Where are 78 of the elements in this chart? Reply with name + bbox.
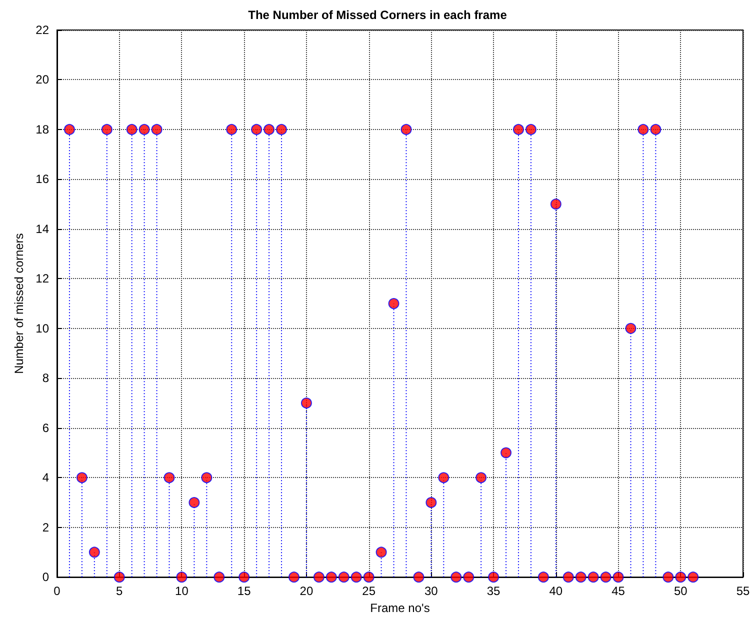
point <box>176 572 188 583</box>
point <box>338 572 350 583</box>
x-tick-label: 15 <box>237 584 252 598</box>
y-tick-label: 20 <box>36 72 50 87</box>
x-tick-label: 20 <box>300 584 314 598</box>
point <box>214 572 225 583</box>
point <box>101 124 112 135</box>
point <box>675 572 686 583</box>
x-tick-label: 0 <box>54 584 61 598</box>
y-tick-label: 2 <box>42 520 50 534</box>
point <box>226 124 238 135</box>
point <box>538 572 549 583</box>
point <box>363 572 374 583</box>
point <box>488 572 500 583</box>
point <box>588 572 599 583</box>
y-tick-label: 0 <box>42 570 50 584</box>
point <box>88 546 100 558</box>
x-tick-label: 35 <box>486 584 501 598</box>
point <box>476 472 487 484</box>
point <box>426 497 437 508</box>
x-tick-label: 50 <box>674 584 688 598</box>
x-tick-label: 40 <box>549 584 563 598</box>
x-tick-label: 45 <box>612 584 626 598</box>
y-tick-label: 14 <box>36 222 50 236</box>
point <box>688 572 699 583</box>
point <box>450 572 462 583</box>
point <box>400 124 412 135</box>
y-tick-label: 8 <box>42 371 50 386</box>
x-tick-label: 10 <box>175 584 189 598</box>
point <box>151 124 162 135</box>
point <box>76 472 88 484</box>
y-tick-label: 12 <box>36 272 50 286</box>
x-tick-label: 25 <box>362 584 376 598</box>
y-tick-label: 4 <box>42 470 50 485</box>
point <box>562 572 574 583</box>
y-tick-label: 18 <box>36 122 50 136</box>
point <box>114 572 125 583</box>
point <box>276 124 288 135</box>
x-tick-label: 5 <box>116 584 124 598</box>
point <box>612 572 624 583</box>
point <box>500 447 512 458</box>
y-tick-label: 16 <box>36 172 50 186</box>
point <box>438 472 450 484</box>
point <box>650 124 662 135</box>
x-tick-label: 55 <box>736 584 750 598</box>
point <box>201 472 212 484</box>
point <box>463 572 474 583</box>
point <box>264 124 275 135</box>
point <box>600 572 612 583</box>
point <box>251 124 262 135</box>
point <box>513 124 524 135</box>
y-axis-title: Number of missed corners <box>12 233 26 374</box>
point <box>625 322 636 334</box>
point <box>300 398 312 409</box>
point <box>188 497 200 508</box>
point <box>638 124 649 135</box>
point <box>413 572 424 583</box>
point <box>350 572 362 583</box>
point <box>238 572 250 583</box>
point <box>376 546 387 558</box>
point <box>64 124 75 135</box>
point <box>662 572 674 583</box>
y-tick-label: 6 <box>42 420 50 435</box>
point <box>288 572 300 583</box>
point <box>550 198 562 210</box>
point <box>575 572 586 583</box>
chart-title: The Number of Missed Corners in each frame <box>248 8 508 22</box>
point <box>525 124 536 135</box>
point <box>138 124 150 135</box>
point <box>164 472 175 484</box>
point <box>326 572 337 583</box>
x-axis-title: Frame no's <box>370 601 430 615</box>
x-tick-label: 30 <box>424 584 438 598</box>
point <box>313 572 324 583</box>
y-tick-label: 22 <box>36 23 50 37</box>
point <box>126 124 138 135</box>
point <box>388 298 400 310</box>
y-tick-label: 10 <box>36 321 50 336</box>
